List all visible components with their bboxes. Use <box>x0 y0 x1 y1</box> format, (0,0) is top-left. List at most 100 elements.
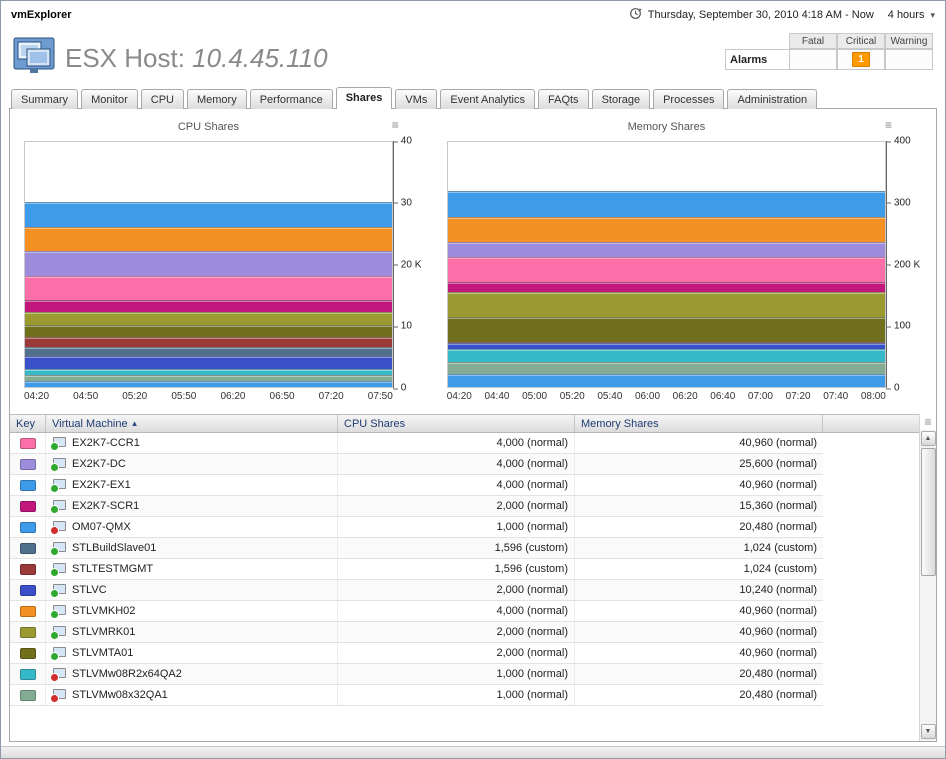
band-ex2k7-ccr1 <box>25 275 392 301</box>
tab-storage[interactable]: Storage <box>591 89 651 109</box>
vm-name[interactable]: STLVMTA01 <box>72 647 134 659</box>
key-cell <box>10 685 46 705</box>
vm-name-cell[interactable]: EX2K7-CCR1 <box>46 433 338 453</box>
vm-name-cell[interactable]: STLVMKH02 <box>46 601 338 621</box>
table-row-stlbuildslave01[interactable]: STLBuildSlave01 1,596 (custom) 1,024 (cust… <box>10 538 823 559</box>
memory-shares-value: 20,480 (normal) <box>739 689 817 701</box>
column-header-memory-shares[interactable]: Memory Shares <box>575 415 823 432</box>
vm-name-cell[interactable]: STLBuildSlave01 <box>46 538 338 558</box>
table-row-stlvmw08r2x64qa2[interactable]: STLVMw08R2x64QA2 1,000 (normal) 20,480 (no… <box>10 664 823 685</box>
vm-name-cell[interactable]: STLVMTA01 <box>46 643 338 663</box>
table-menu-icon[interactable]: ≡ <box>920 414 936 430</box>
chart-menu-icon[interactable]: ≡ <box>391 118 399 132</box>
alarms-warning-count[interactable] <box>885 49 933 70</box>
cpu-shares-value: 2,000 (normal) <box>338 580 575 600</box>
table-row-ex2k7-dc[interactable]: EX2K7-DC 4,000 (normal) 25,600 (normal) <box>10 454 823 475</box>
key-cell <box>10 580 46 600</box>
band-stlvmw08r2x64qa2 <box>447 349 885 362</box>
tab-processes[interactable]: Processes <box>653 89 725 109</box>
tab-monitor[interactable]: Monitor <box>81 89 138 109</box>
vm-name[interactable]: EX2K7-CCR1 <box>72 437 140 449</box>
vm-name[interactable]: STLTESTMGMT <box>72 563 154 575</box>
tab-vms[interactable]: VMs <box>395 89 438 109</box>
column-header-virtual-machine[interactable]: Virtual Machine ▲ <box>46 415 338 432</box>
esx-host-icon <box>13 37 55 80</box>
table-row-stlvmw08x32qa1[interactable]: STLVMw08x32QA1 1,000 (normal) 20,480 (norm… <box>10 685 823 706</box>
table-row-stlvc[interactable]: STLVC 2,000 (normal) 10,240 (normal) <box>10 580 823 601</box>
memory-shares-value: 40,960 (normal) <box>739 647 817 659</box>
vm-name[interactable]: EX2K7-EX1 <box>72 479 131 491</box>
scroll-up-button[interactable]: ▲ <box>920 431 936 446</box>
table-row-stltestmgmt[interactable]: STLTESTMGMT 1,596 (custom) 1,024 (custom) <box>10 559 823 580</box>
vm-name[interactable]: STLVMRK01 <box>72 626 136 638</box>
vm-name-cell[interactable]: STLVC <box>46 580 338 600</box>
series-color-swatch <box>19 647 36 659</box>
column-header-key[interactable]: Key <box>10 415 46 432</box>
alarms-critical-count[interactable]: 1 <box>837 49 885 70</box>
band-ex2k7-scr1 <box>447 282 885 292</box>
alarms-header-fatal: Fatal <box>789 33 837 49</box>
vm-name[interactable]: EX2K7-SCR1 <box>72 500 140 512</box>
charts-row: CPU Shares ≡ 40 30 20 K 10 0 04:20 04:50 05:20… <box>10 109 936 404</box>
vm-name-cell[interactable]: STLVMw08x32QA1 <box>46 685 338 705</box>
vm-name[interactable]: OM07-QMX <box>72 521 131 533</box>
x-tick-label: 05:00 <box>522 391 548 402</box>
time-range-selector[interactable]: Thursday, September 30, 2010 4:18 AM - N… <box>629 7 935 23</box>
alarms-header-critical: Critical <box>837 33 885 49</box>
tab-memory[interactable]: Memory <box>186 89 247 109</box>
table-row-ex2k7-ex1[interactable]: EX2K7-EX1 4,000 (normal) 40,960 (normal) <box>10 475 823 496</box>
tab-performance[interactable]: Performance <box>249 89 333 109</box>
vm-name[interactable]: STLVMw08x32QA1 <box>72 689 168 701</box>
memory-shares-chart: Memory Shares ≡ 400 300 200 K 100 0 04:20 04:… <box>446 117 922 402</box>
column-header-cpu-shares[interactable]: CPU Shares <box>338 415 575 432</box>
table-row-ex2k7-scr1[interactable]: EX2K7-SCR1 2,000 (normal) 15,360 (normal) <box>10 496 823 517</box>
vm-table-body: EX2K7-CCR1 4,000 (normal) 40,960 (normal) E… <box>10 433 936 741</box>
tab-event-analytics[interactable]: Event Analytics <box>440 89 535 109</box>
vm-name-cell[interactable]: STLVMw08R2x64QA2 <box>46 664 338 684</box>
vm-name-cell[interactable]: EX2K7-SCR1 <box>46 496 338 516</box>
table-row-stlvmta01[interactable]: STLVMTA01 2,000 (normal) 40,960 (normal) <box>10 643 823 664</box>
vm-name-cell[interactable]: EX2K7-DC <box>46 454 338 474</box>
chart-menu-icon[interactable]: ≡ <box>884 118 892 132</box>
table-row-om07-qmx[interactable]: OM07-QMX 1,000 (normal) 20,480 (normal) <box>10 517 823 538</box>
key-cell <box>10 643 46 663</box>
series-color-swatch <box>19 458 36 470</box>
band-stlvc <box>447 343 885 350</box>
vm-name[interactable]: EX2K7-DC <box>72 458 126 470</box>
vm-name-cell[interactable]: STLVMRK01 <box>46 622 338 642</box>
table-row-stlvmkh02[interactable]: STLVMKH02 4,000 (normal) 40,960 (normal) <box>10 601 823 622</box>
cpu-shares-plot[interactable] <box>24 141 393 388</box>
vm-name[interactable]: STLVC <box>72 584 107 596</box>
memory-shares-plot[interactable] <box>446 141 886 388</box>
band-ex2k7-ex1 <box>25 202 392 227</box>
tab-faqts[interactable]: FAQts <box>538 89 589 109</box>
alarms-fatal-count[interactable] <box>789 49 837 70</box>
tab-summary[interactable]: Summary <box>11 89 79 109</box>
tab-administration[interactable]: Administration <box>727 89 818 109</box>
memory-shares-value: 20,480 (normal) <box>739 668 817 680</box>
tab-shares[interactable]: Shares <box>335 87 393 109</box>
vm-name[interactable]: STLVMKH02 <box>72 605 136 617</box>
vertical-scrollbar[interactable]: ≡ ▲ ▼ <box>919 414 936 741</box>
memory-shares-value: 1,024 (custom) <box>743 563 817 575</box>
key-cell <box>10 559 46 579</box>
vm-name[interactable]: STLBuildSlave01 <box>72 542 157 554</box>
band-stltestmgmt <box>25 336 392 347</box>
key-cell <box>10 475 46 495</box>
horizontal-scrollbar[interactable] <box>1 746 945 758</box>
page-header: ESX Host: 10.4.45.110 Fatal Critical War… <box>1 29 945 87</box>
vm-name-cell[interactable]: STLTESTMGMT <box>46 559 338 579</box>
series-color-swatch <box>19 542 36 554</box>
memory-shares-value: 20,480 (normal) <box>739 521 817 533</box>
vm-name[interactable]: STLVMw08R2x64QA2 <box>72 668 182 680</box>
tab-cpu[interactable]: CPU <box>140 89 184 109</box>
scrollbar-thumb[interactable] <box>920 448 936 576</box>
table-row-ex2k7-ccr1[interactable]: EX2K7-CCR1 4,000 (normal) 40,960 (normal) <box>10 433 823 454</box>
critical-count-badge[interactable]: 1 <box>852 52 870 67</box>
x-tick-label: 04:50 <box>73 391 99 402</box>
table-row-stlvmrk01[interactable]: STLVMRK01 2,000 (normal) 40,960 (normal) <box>10 622 823 643</box>
vm-name-cell[interactable]: EX2K7-EX1 <box>46 475 338 495</box>
vm-name-cell[interactable]: OM07-QMX <box>46 517 338 537</box>
host-ip: 10.4.45.110 <box>192 42 328 73</box>
scroll-down-button[interactable]: ▼ <box>920 724 936 739</box>
